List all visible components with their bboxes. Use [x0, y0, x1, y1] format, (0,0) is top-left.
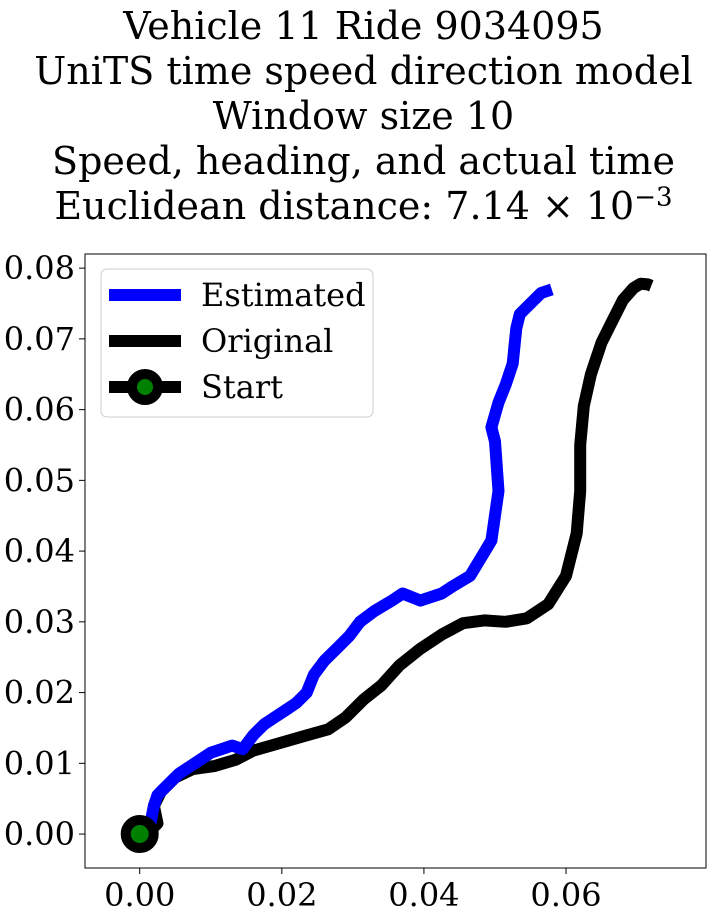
- y-tick-label: 0.00: [4, 815, 75, 853]
- legend-label-2: Original: [201, 322, 333, 360]
- title-line-1: Vehicle 11 Ride 9034095: [123, 4, 604, 48]
- y-tick-label: 0.03: [4, 603, 75, 641]
- y-tick-label: 0.08: [4, 249, 75, 287]
- x-tick-label: 0.06: [530, 876, 601, 914]
- legend-label-1: Estimated: [201, 276, 366, 314]
- y-tick-label: 0.06: [4, 391, 75, 429]
- x-tick-label: 0.04: [388, 876, 459, 914]
- title-line-2: UniTS time speed direction model: [34, 49, 693, 93]
- legend-box: [100, 268, 374, 418]
- y-tick-label: 0.05: [4, 461, 75, 499]
- title-distance-text: Euclidean distance: 7.14 × 10: [54, 184, 635, 228]
- legend: Estimated Original Start: [100, 268, 374, 418]
- title-line-3: Window size 10: [212, 94, 515, 138]
- chart-title: Vehicle 11 Ride 9034095 UniTS time speed…: [0, 4, 727, 229]
- legend-start-marker: [127, 369, 163, 405]
- start-marker: [120, 815, 159, 854]
- y-tick-label: 0.01: [4, 744, 75, 782]
- x-tick-label: 0.00: [104, 876, 175, 914]
- y-tick-label: 0.02: [4, 674, 75, 712]
- y-tick-label: 0.07: [4, 320, 75, 358]
- legend-label-3: Start: [201, 368, 283, 406]
- x-tick-label: 0.02: [246, 876, 317, 914]
- title-line-5: Euclidean distance: 7.14 × 10−3: [0, 184, 727, 229]
- y-tick-label: 0.04: [4, 532, 75, 570]
- series-line-estimated: [135, 283, 554, 839]
- title-distance-exponent: −3: [634, 182, 673, 213]
- plot-frame: [84, 253, 707, 869]
- title-line-4: Speed, heading, and actual time: [52, 139, 675, 183]
